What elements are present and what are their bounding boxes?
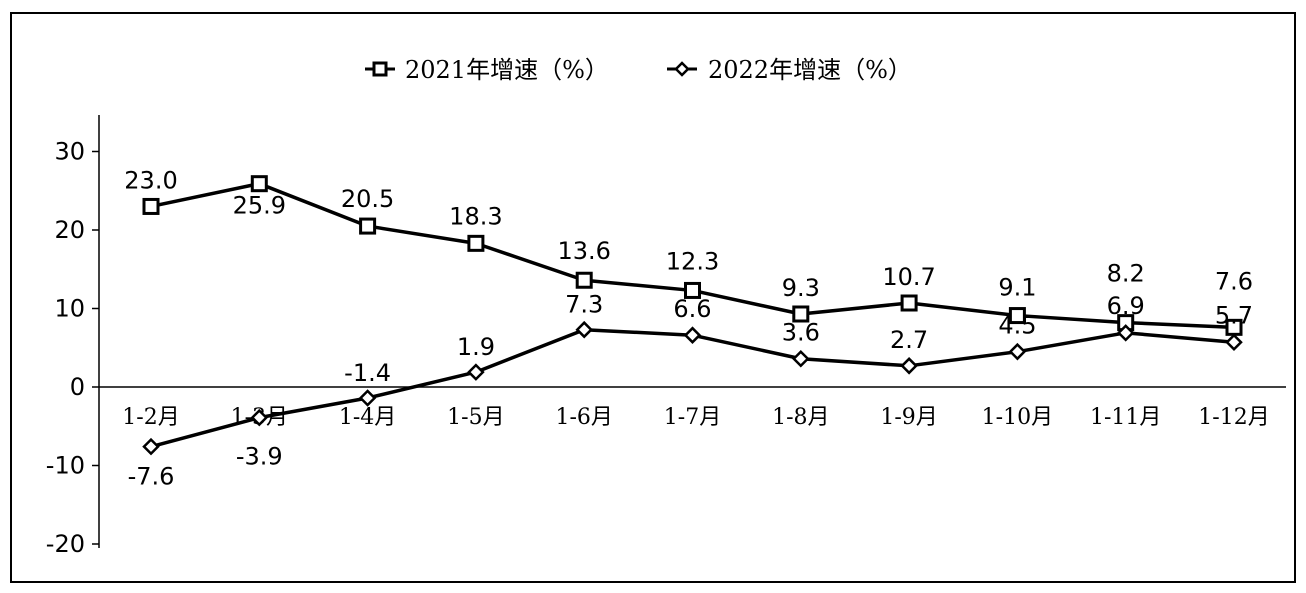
y-tick-label: 20	[54, 216, 85, 244]
category-label: 1-9月	[880, 405, 937, 430]
data-label: 1.9	[457, 333, 495, 361]
data-label: 9.3	[782, 274, 820, 302]
data-point-diamond	[467, 363, 485, 381]
series-markers	[142, 175, 1243, 456]
category-label: 1-4月	[339, 405, 396, 430]
data-point-diamond	[1225, 333, 1243, 352]
legend-label: 2021年增速（%）	[405, 56, 609, 84]
data-point-diamond	[575, 320, 593, 339]
category-label: 1-6月	[555, 405, 612, 430]
data-label: 13.6	[557, 237, 610, 265]
legend-item-1: 2021年增速（%）	[365, 56, 609, 84]
data-label: -1.4	[344, 359, 391, 387]
data-point-diamond	[250, 408, 269, 427]
axes	[92, 115, 1286, 548]
data-point-square	[250, 175, 268, 193]
legend-item-2: 2022年增速（%）	[667, 56, 912, 84]
legend-label: 2022年增速（%）	[708, 56, 912, 84]
category-label: 1-8月	[772, 405, 829, 430]
data-label: 7.6	[1215, 267, 1253, 295]
data-point-square	[467, 234, 485, 252]
data-label: 6.9	[1107, 292, 1145, 320]
y-tick-label: -20	[46, 530, 85, 558]
data-label: -7.6	[128, 463, 175, 491]
data-label: -3.9	[236, 443, 283, 471]
category-label: 1-5月	[447, 405, 504, 430]
y-tick-label: -10	[46, 452, 85, 480]
category-labels: 1-2月1-3月1-4月1-5月1-6月1-7月1-8月1-9月1-10月1-1…	[122, 405, 1269, 430]
data-label: 20.5	[341, 185, 394, 213]
legend: 2021年增速（%） 2022年增速（%）	[365, 56, 912, 84]
legend-marker-square	[372, 61, 388, 77]
data-point-square	[359, 217, 377, 235]
data-point-square	[142, 197, 160, 215]
y-tick-labels: 30 20 10 0 -10 -20	[46, 138, 85, 559]
data-label: 5.7	[1215, 301, 1253, 329]
data-label: 18.3	[449, 202, 502, 230]
data-point-square	[684, 281, 701, 299]
category-label: 1-12月	[1198, 405, 1269, 430]
y-tick-label: 10	[54, 295, 85, 323]
data-label: 9.1	[998, 274, 1036, 302]
data-point-diamond	[792, 349, 810, 368]
data-point-diamond	[900, 357, 918, 375]
data-label: 7.3	[565, 291, 603, 319]
data-point-diamond	[358, 389, 377, 407]
data-point-square	[792, 305, 810, 323]
data-label: 4.5	[998, 312, 1036, 340]
data-label: 2.7	[890, 326, 928, 354]
data-label: 23.0	[124, 166, 177, 194]
y-tick-label: 0	[70, 373, 85, 401]
y-tick-label: 30	[54, 138, 85, 166]
category-label: 1-7月	[664, 405, 721, 430]
data-label: 10.7	[882, 263, 935, 291]
data-point-square	[575, 271, 593, 289]
data-point-square	[1008, 307, 1026, 325]
data-point-diamond	[683, 326, 702, 344]
data-label: 12.3	[666, 247, 719, 275]
category-label: 1-10月	[982, 405, 1053, 430]
legend-marker-diamond	[674, 61, 690, 77]
data-labels: 23.0 25.9 20.5 18.3 13.6 12.3 9.3 10.7 9.1 8.2 7.6…	[124, 166, 1253, 490]
data-label: 6.6	[673, 295, 711, 323]
data-point-diamond	[1116, 324, 1135, 342]
data-label: 3.6	[782, 319, 820, 347]
data-label: 8.2	[1107, 260, 1145, 288]
data-label: 25.9	[233, 192, 286, 220]
category-label: 1-11月	[1090, 405, 1161, 430]
category-label: 1-2月	[122, 405, 179, 430]
data-point-diamond	[142, 437, 160, 456]
chart-frame	[10, 12, 1296, 583]
data-point-square	[900, 294, 918, 312]
data-point-diamond	[1008, 342, 1027, 361]
